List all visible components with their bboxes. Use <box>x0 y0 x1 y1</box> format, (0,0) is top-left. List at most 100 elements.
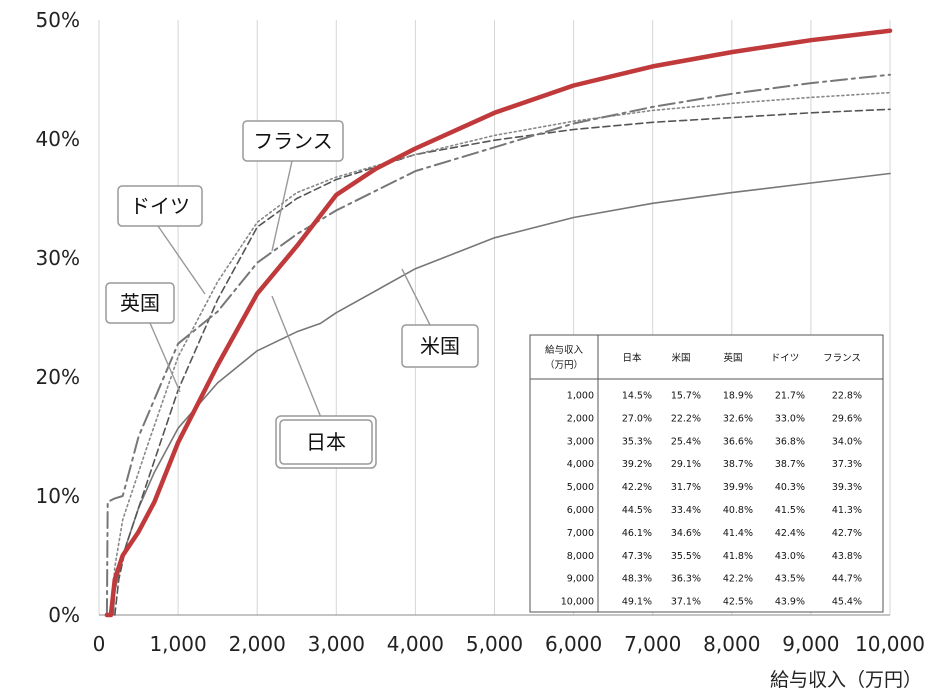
table-cell: 36.6% <box>723 436 753 447</box>
callout-label: 米国 <box>420 334 460 358</box>
x-tick-label: 2,000 <box>229 632 286 656</box>
table-cell: 27.0% <box>622 413 652 424</box>
table-cell: 39.9% <box>723 482 753 493</box>
y-tick-label: 50% <box>36 8 80 32</box>
table-cell: 46.1% <box>622 528 652 539</box>
callout-box <box>117 185 203 227</box>
series-line-日本 <box>104 28 893 618</box>
callout-leader-米国 <box>401 268 431 326</box>
table-cell: 41.8% <box>723 551 753 562</box>
table-cell: 36.8% <box>775 436 805 447</box>
table-cell: 47.3% <box>622 551 652 562</box>
table-cell: 34.6% <box>671 528 701 539</box>
table-cell: 34.0% <box>832 436 862 447</box>
table-header-cell: ドイツ <box>771 353 800 364</box>
table-cell: 22.8% <box>832 390 862 401</box>
table-cell: 42.5% <box>723 597 753 608</box>
table-cell: 49.1% <box>622 597 652 608</box>
series-line-ドイツ <box>110 91 891 616</box>
table-cell: 32.6% <box>723 413 753 424</box>
callout-leader-日本 <box>271 295 323 421</box>
table-cell: 37.1% <box>671 597 701 608</box>
table-cell: 37.3% <box>832 459 862 470</box>
callout-box <box>105 282 175 324</box>
table-cell: 33.4% <box>671 505 701 516</box>
table-row-label: 4,000 <box>567 459 594 470</box>
x-tick-label: 6,000 <box>545 632 602 656</box>
callout-label: ドイツ <box>130 194 190 218</box>
table-cell: 43.9% <box>775 597 805 608</box>
table-cell: 38.7% <box>723 459 753 470</box>
y-tick-label: 30% <box>36 246 80 270</box>
callout-leader-フランス <box>271 160 293 252</box>
table-cell: 43.5% <box>775 574 805 585</box>
callout-label: 日本 <box>306 430 346 454</box>
table-cell: 22.2% <box>671 413 701 424</box>
table-row-label: 3,000 <box>567 436 594 447</box>
table-cell: 33.0% <box>775 413 805 424</box>
table-cell: 48.3% <box>622 574 652 585</box>
table-cell: 14.5% <box>622 390 652 401</box>
series-line-英国 <box>114 108 891 616</box>
x-tick-label: 1,000 <box>149 632 206 656</box>
series-line-フランス <box>105 73 891 616</box>
callout-leader-ドイツ <box>157 225 206 295</box>
x-tick-label: 0 <box>93 632 106 656</box>
table-cell: 41.3% <box>832 505 862 516</box>
table-cell: 31.7% <box>671 482 701 493</box>
callout-label: 英国 <box>120 291 160 315</box>
table-row-label: 10,000 <box>561 597 594 608</box>
callout-leader-英国 <box>149 322 181 393</box>
x-tick-label: 7,000 <box>624 632 681 656</box>
table-cell: 39.3% <box>832 482 862 493</box>
table-cell: 35.3% <box>622 436 652 447</box>
table-row-label: 6,000 <box>567 505 594 516</box>
table-header-cell: 給与収入 <box>545 344 584 356</box>
table-cell: 40.3% <box>775 482 805 493</box>
table-cell: 42.2% <box>723 574 753 585</box>
table-cell: 44.5% <box>622 505 652 516</box>
table-cell: 36.3% <box>671 574 701 585</box>
data-table <box>529 334 884 613</box>
y-tick-label: 0% <box>48 603 80 627</box>
callout-box <box>242 120 344 162</box>
table-row-label: 7,000 <box>567 528 594 539</box>
table-header-cell: フランス <box>823 353 861 364</box>
callout-box <box>279 419 373 465</box>
table-cell: 42.7% <box>832 528 862 539</box>
x-tick-label: 3,000 <box>308 632 365 656</box>
table-cell: 41.5% <box>775 505 805 516</box>
table-cell: 25.4% <box>671 436 701 447</box>
table-cell: 43.0% <box>775 551 805 562</box>
table-cell: 45.4% <box>832 597 862 608</box>
x-tick-label: 8,000 <box>703 632 760 656</box>
table-cell: 42.2% <box>622 482 652 493</box>
x-tick-label: 4,000 <box>387 632 444 656</box>
table-cell: 38.7% <box>775 459 805 470</box>
table-cell: 21.7% <box>775 390 805 401</box>
table-row-label: 9,000 <box>567 574 594 585</box>
table-cell: 42.4% <box>775 528 805 539</box>
table-header-cell: 日本 <box>622 352 642 364</box>
table-cell: 15.7% <box>671 390 701 401</box>
x-tick-label: 9,000 <box>782 632 839 656</box>
table-header-subcell: （万円） <box>545 359 583 371</box>
table-cell: 44.7% <box>832 574 862 585</box>
table-header-cell: 英国 <box>723 352 742 364</box>
x-tick-label: 5,000 <box>466 632 523 656</box>
y-tick-label: 10% <box>36 484 80 508</box>
table-cell: 41.4% <box>723 528 753 539</box>
x-axis-title: 給与収入（万円） <box>770 669 922 691</box>
callout-box <box>401 324 479 368</box>
table-header-cell: 米国 <box>671 352 690 364</box>
table-cell: 29.1% <box>671 459 701 470</box>
table-cell: 29.6% <box>832 413 862 424</box>
table-row-label: 8,000 <box>567 551 594 562</box>
table-row-label: 5,000 <box>567 482 594 493</box>
callout-label: フランス <box>253 129 333 153</box>
table-row-label: 1,000 <box>567 390 594 401</box>
table-cell: 18.9% <box>723 390 753 401</box>
table-cell: 39.2% <box>622 459 652 470</box>
